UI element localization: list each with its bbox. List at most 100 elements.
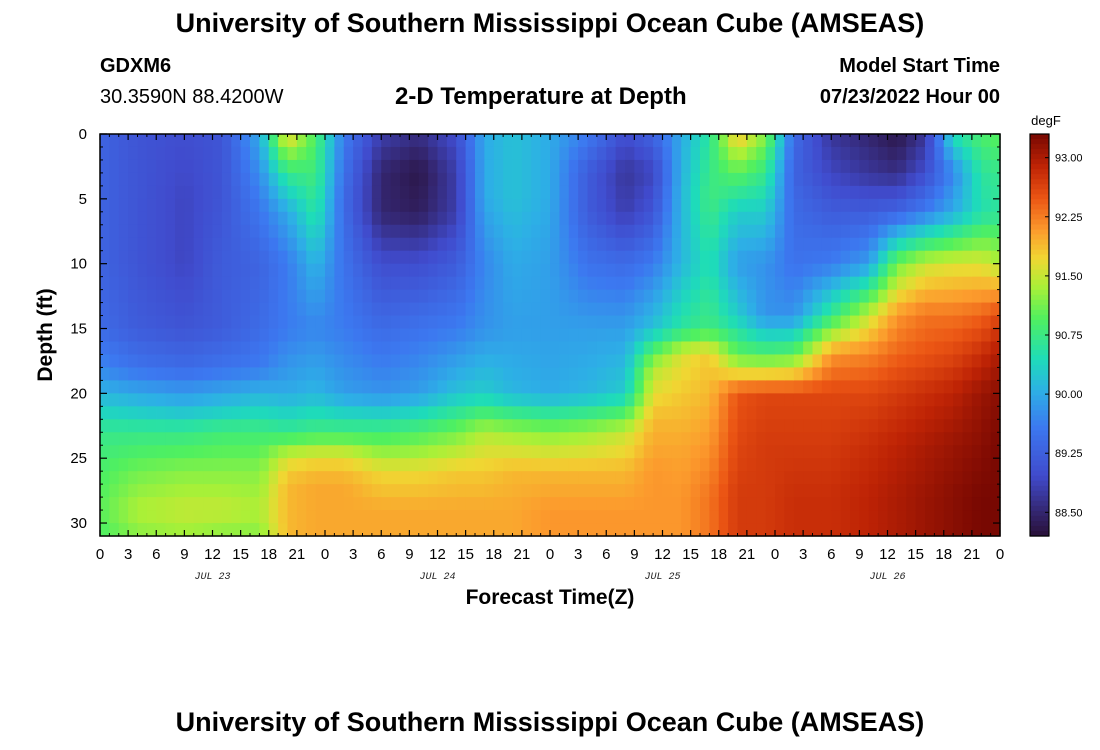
heatmap-cell xyxy=(428,471,439,485)
heatmap-cell xyxy=(671,185,682,200)
heatmap-cell xyxy=(634,172,645,187)
heatmap-cell xyxy=(109,328,120,343)
heatmap-cell xyxy=(728,289,739,304)
heatmap-cell xyxy=(184,211,195,226)
heatmap-cell xyxy=(803,445,814,459)
heatmap-cell xyxy=(606,484,617,498)
heatmap-cell xyxy=(615,185,626,200)
heatmap-cell xyxy=(156,172,167,187)
heatmap-cell xyxy=(296,523,307,537)
heatmap-cell xyxy=(568,172,579,187)
heatmap-cell xyxy=(165,198,176,213)
heatmap-cell xyxy=(578,354,589,369)
colorbar-segment xyxy=(1030,520,1049,527)
heatmap-cell xyxy=(409,276,420,291)
heatmap-cell xyxy=(231,198,242,213)
heatmap-cell xyxy=(100,471,110,485)
heatmap-cell xyxy=(700,406,710,420)
heatmap-cell xyxy=(512,198,523,213)
heatmap-cell xyxy=(681,341,692,356)
heatmap-cell xyxy=(146,263,157,278)
heatmap-cell xyxy=(868,523,879,537)
heatmap-cell xyxy=(250,471,260,485)
heatmap-cell xyxy=(306,302,317,317)
heatmap-cell xyxy=(859,315,870,330)
heatmap-cell xyxy=(418,172,429,187)
heatmap-cell xyxy=(606,510,617,524)
heatmap-cell xyxy=(587,406,598,420)
heatmap-cell xyxy=(653,276,664,291)
heatmap-cell xyxy=(812,185,823,200)
heatmap-cell xyxy=(625,497,635,511)
heatmap-cell xyxy=(671,458,682,472)
heatmap-cell xyxy=(456,289,467,304)
heatmap-cell xyxy=(784,419,795,433)
heatmap-cell xyxy=(765,315,776,330)
heatmap-cell xyxy=(484,198,495,213)
heatmap-cell xyxy=(671,263,682,278)
heatmap-cell xyxy=(925,134,935,148)
heatmap-cell xyxy=(793,315,804,330)
heatmap-cell xyxy=(503,354,514,369)
heatmap-cell xyxy=(390,328,401,343)
heatmap-cell xyxy=(212,484,223,498)
heatmap-cell xyxy=(821,134,832,148)
heatmap-cell xyxy=(887,328,898,343)
heatmap-cell xyxy=(596,289,607,304)
heatmap-cell xyxy=(887,315,898,330)
heatmap-cell xyxy=(400,419,410,433)
heatmap-cell xyxy=(381,328,392,343)
heatmap-cell xyxy=(268,523,279,537)
heatmap-cell xyxy=(306,211,317,226)
heatmap-cell xyxy=(812,159,823,174)
heatmap-cell xyxy=(484,134,495,148)
heatmap-cell xyxy=(118,354,129,369)
heatmap-cell xyxy=(962,419,973,433)
heatmap-cell xyxy=(765,172,776,187)
heatmap-cell xyxy=(268,471,279,485)
heatmap-cell xyxy=(896,250,907,265)
heatmap-cell xyxy=(587,237,598,252)
heatmap-cell xyxy=(653,198,664,213)
heatmap-cell xyxy=(709,134,720,148)
heatmap-cell xyxy=(184,276,195,291)
heatmap-cell xyxy=(765,289,776,304)
heatmap-cell xyxy=(156,185,167,200)
heatmap-cell xyxy=(896,458,907,472)
heatmap-cell xyxy=(268,263,279,278)
heatmap-cell xyxy=(896,276,907,291)
heatmap-cell xyxy=(475,276,485,291)
heatmap-cell xyxy=(700,237,710,252)
heatmap-cell xyxy=(896,185,907,200)
heatmap-cell xyxy=(606,302,617,317)
heatmap-cell xyxy=(371,211,382,226)
heatmap-cell xyxy=(953,523,964,537)
heatmap-cell xyxy=(493,523,504,537)
heatmap-cell xyxy=(146,510,157,524)
heatmap-cell xyxy=(578,471,589,485)
heatmap-cell xyxy=(803,224,814,239)
heatmap-cell xyxy=(728,484,739,498)
heatmap-cell xyxy=(400,263,410,278)
heatmap-cell xyxy=(840,134,851,148)
heatmap-cell xyxy=(850,172,860,187)
heatmap-cell xyxy=(606,198,617,213)
heatmap-cell xyxy=(793,458,804,472)
colorbar-segment xyxy=(1030,179,1049,185)
heatmap-cell xyxy=(971,432,982,446)
heatmap-cell xyxy=(128,367,139,381)
heatmap-cell xyxy=(409,380,420,394)
y-axis-label: Depth (ft) xyxy=(34,288,57,381)
heatmap-cell xyxy=(981,367,992,381)
heatmap-cell xyxy=(390,367,401,381)
heatmap-cell xyxy=(456,458,467,472)
heatmap-cell xyxy=(700,302,710,317)
heatmap-cell xyxy=(915,302,926,317)
heatmap-cell xyxy=(437,224,448,239)
heatmap-cell xyxy=(287,159,298,174)
heatmap-cell xyxy=(625,354,635,369)
heatmap-cell xyxy=(550,315,560,330)
heatmap-cell xyxy=(878,406,889,420)
heatmap-cell xyxy=(175,367,185,381)
heatmap-cell xyxy=(990,198,1001,213)
